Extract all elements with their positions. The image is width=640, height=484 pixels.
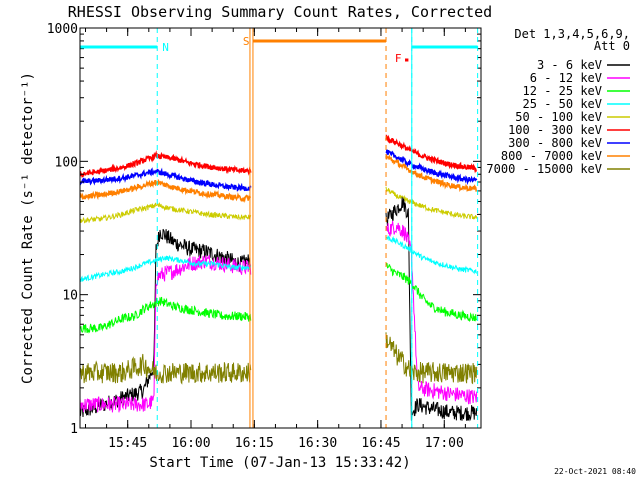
series-line-6-segment-1 — [80, 150, 252, 179]
y-tick-label-1: 1 — [70, 422, 78, 437]
y-tick-label-2: 10 — [62, 289, 78, 304]
legend-header-line-1: Det 1,3,4,5,6,9, — [514, 27, 630, 41]
plot-area — [80, 134, 478, 422]
plot-frame — [79, 27, 482, 429]
series-line-5-segment-2 — [385, 186, 478, 220]
legend-label-7: 300 - 800 keV — [508, 136, 602, 150]
series-line-3-segment-2 — [385, 263, 478, 323]
y-axis-label: Corrected Count Rate (s⁻¹ detector⁻¹) — [20, 72, 36, 384]
legend-label-1: 3 - 6 keV — [537, 58, 602, 72]
timestamp-label: 22-Oct-2021 08:40 — [554, 467, 636, 476]
y-tick-label-3: 100 — [55, 155, 78, 170]
legend-header-line-2: Att 0 — [594, 39, 630, 53]
series-line-7-segment-2 — [385, 149, 478, 186]
series-line-5-segment-1 — [80, 201, 252, 224]
series-line-4-segment-2 — [385, 234, 478, 275]
chart-title: RHESSI Observing Summary Count Rates, Co… — [68, 3, 492, 21]
legend-label-3: 12 - 25 keV — [523, 84, 602, 98]
series-line-4-segment-1 — [80, 254, 252, 282]
series-line-9-segment-2 — [385, 332, 478, 385]
x-tick-label-1: 15:45 — [108, 436, 147, 451]
legend-label-6: 100 - 300 keV — [508, 123, 602, 137]
series-line-2-segment-2 — [385, 220, 478, 405]
series-line-1-segment-2 — [385, 196, 478, 422]
night-label-1: N — [162, 41, 169, 54]
legend-label-4: 25 - 50 keV — [523, 97, 602, 111]
series-line-2-segment-1 — [80, 254, 252, 413]
x-tick-label-5: 16:45 — [361, 436, 400, 451]
series-line-3-segment-1 — [80, 296, 252, 334]
x-tick-label-2: 16:00 — [171, 436, 210, 451]
saa-label: S — [243, 35, 250, 48]
y-tick-label-4: 1000 — [47, 22, 78, 37]
flare-label: F — [395, 52, 402, 65]
series-line-6-segment-2 — [385, 134, 477, 174]
x-tick-label-6: 17:00 — [425, 436, 464, 451]
series-line-9-segment-1 — [80, 353, 252, 385]
legend-label-2: 6 - 12 keV — [530, 71, 602, 85]
x-tick-label-4: 16:30 — [298, 436, 337, 451]
x-axis-label: Start Time (07-Jan-13 15:33:42) — [149, 455, 410, 471]
legend-label-5: 50 - 100 keV — [515, 110, 602, 124]
legend-label-8: 800 - 7000 keV — [501, 149, 602, 163]
legend-label-9: 7000 - 15000 keV — [486, 162, 602, 176]
x-tick-label-3: 16:15 — [235, 436, 274, 451]
series-line-7-segment-1 — [80, 167, 252, 192]
series-line-8-segment-1 — [80, 178, 251, 203]
series-line-8-segment-2 — [385, 154, 477, 193]
